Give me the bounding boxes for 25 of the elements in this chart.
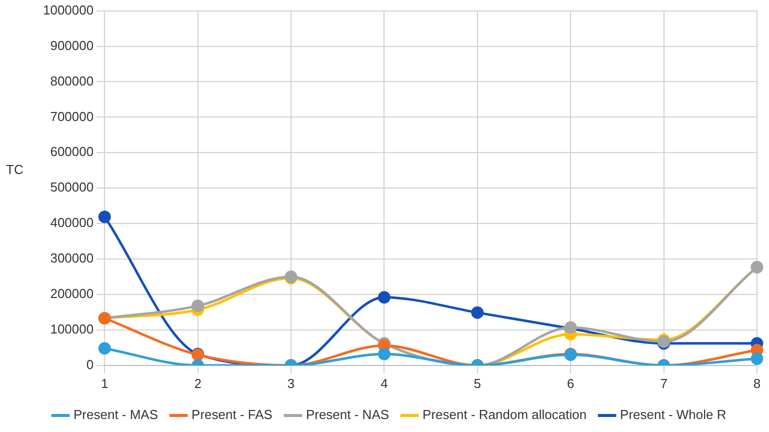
y-tick-label: 900000 bbox=[50, 38, 94, 53]
x-tick-label: 5 bbox=[474, 376, 482, 391]
y-axis-title: TC bbox=[6, 162, 24, 177]
legend-label: Present - MAS bbox=[74, 407, 158, 422]
y-tick-label: 0 bbox=[86, 356, 94, 372]
y-tick-label: 600000 bbox=[50, 144, 94, 160]
y-tick-label: 400000 bbox=[50, 215, 94, 230]
y-tick-label: 300000 bbox=[50, 250, 94, 266]
y-tick-label: 200000 bbox=[50, 286, 94, 302]
y-tick-label: 800000 bbox=[50, 73, 94, 88]
x-tick-label: 3 bbox=[287, 376, 295, 391]
y-tick-label: 100000 bbox=[50, 322, 94, 337]
y-tick-label: 700000 bbox=[50, 108, 94, 124]
legend-label: Present - Whole R bbox=[620, 407, 726, 422]
y-tick-label: 500000 bbox=[50, 180, 94, 195]
y-tick-label: 1000000 bbox=[42, 2, 94, 18]
x-tick-label: 2 bbox=[194, 376, 202, 391]
legend-label: Present - NAS bbox=[306, 407, 390, 422]
x-tick-label: 1 bbox=[100, 376, 108, 391]
x-tick-label: 7 bbox=[660, 376, 668, 391]
legend-label: Present - Random allocation bbox=[422, 407, 587, 422]
x-tick-label: 8 bbox=[753, 376, 761, 391]
x-tick-label: 6 bbox=[566, 376, 574, 391]
legend-label: Present - FAS bbox=[192, 407, 273, 422]
x-tick-label: 4 bbox=[380, 376, 388, 391]
